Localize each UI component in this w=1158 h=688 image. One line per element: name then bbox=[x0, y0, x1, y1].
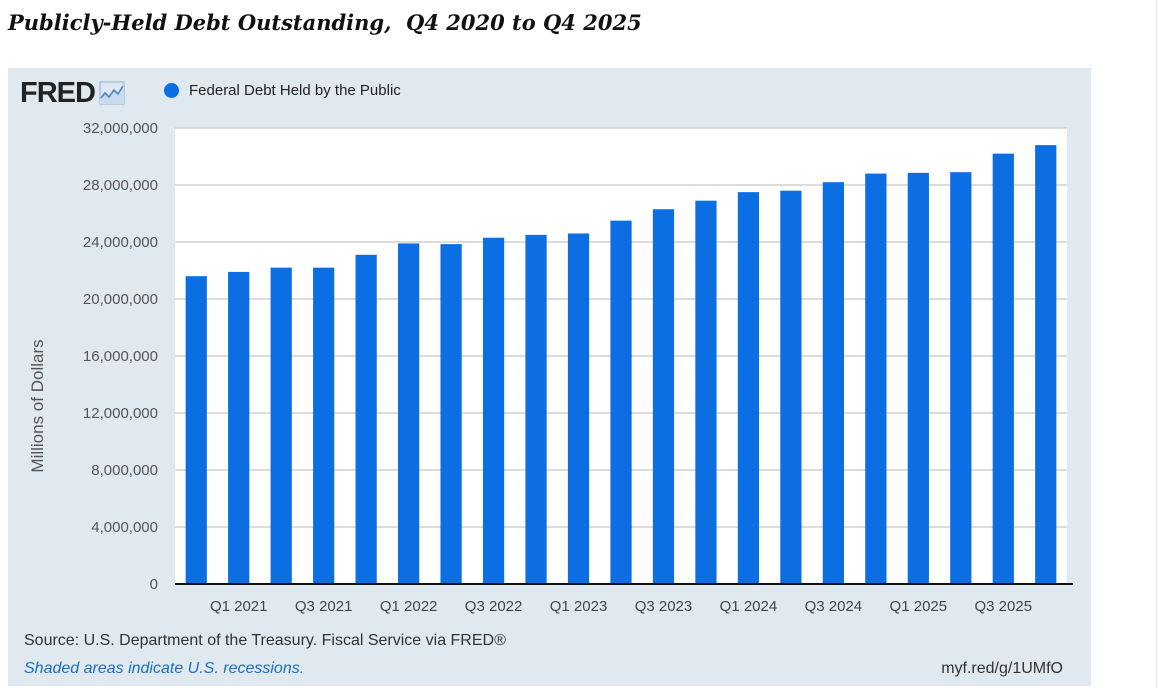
page-divider bbox=[1156, 0, 1157, 688]
short-url-link[interactable]: myf.red/g/1UMfO bbox=[941, 660, 1063, 677]
source-note: Source: U.S. Department of the Treasury.… bbox=[24, 632, 506, 649]
fred-logo-text: FRED bbox=[20, 77, 96, 109]
x-tick-label: Q3 2023 bbox=[635, 598, 693, 615]
x-tick-label: Q1 2023 bbox=[550, 598, 608, 615]
x-tick-label: Q3 2022 bbox=[465, 598, 523, 615]
bar bbox=[865, 173, 887, 584]
bar bbox=[313, 267, 335, 584]
bar bbox=[567, 233, 590, 584]
y-tick-label: 12,000,000 bbox=[83, 405, 158, 422]
bar bbox=[695, 200, 717, 585]
legend-label: Federal Debt Held by the Public bbox=[189, 82, 401, 99]
page-title: Publicly-Held Debt Outstanding, Q4 2020 … bbox=[8, 10, 642, 35]
x-tick-label: Q3 2025 bbox=[975, 598, 1033, 615]
bar bbox=[525, 234, 547, 584]
bar bbox=[482, 237, 505, 584]
bar-chart: 0 4,000,000 8,000,000 12,000,000 16,000,000 2… bbox=[28, 120, 1073, 615]
x-tick-label: Q1 2025 bbox=[890, 598, 948, 615]
line-chart-icon bbox=[99, 81, 125, 105]
x-tick-label: Q3 2024 bbox=[805, 598, 863, 615]
y-axis-label: Millions of Dollars bbox=[28, 339, 47, 472]
chart-legend: Federal Debt Held by the Public bbox=[164, 82, 401, 99]
bar bbox=[1035, 145, 1057, 584]
bar bbox=[228, 271, 250, 584]
x-tick-label: Q3 2021 bbox=[295, 598, 353, 615]
bar bbox=[780, 190, 802, 584]
bar bbox=[907, 172, 929, 584]
bar bbox=[610, 220, 632, 584]
recession-note: Shaded areas indicate U.S. recessions. bbox=[24, 660, 305, 677]
y-tick-label: 16,000,000 bbox=[83, 348, 158, 365]
bar bbox=[185, 276, 207, 584]
y-tick-label: 0 bbox=[150, 576, 158, 593]
bar bbox=[652, 209, 675, 584]
legend-swatch bbox=[164, 83, 179, 98]
bar bbox=[270, 267, 292, 584]
y-tick-label: 8,000,000 bbox=[91, 462, 158, 479]
bar bbox=[398, 243, 420, 585]
bar bbox=[822, 182, 844, 584]
y-tick-label: 32,000,000 bbox=[83, 120, 158, 137]
x-tick-label: Q1 2022 bbox=[380, 598, 438, 615]
bar bbox=[355, 254, 377, 584]
bar bbox=[440, 244, 462, 584]
bar bbox=[737, 192, 760, 584]
y-tick-label: 28,000,000 bbox=[83, 177, 158, 194]
bar bbox=[950, 172, 972, 585]
y-tick-label: 20,000,000 bbox=[83, 291, 158, 308]
chart-panel: 0 4,000,000 8,000,000 12,000,000 16,000,000 2… bbox=[8, 68, 1091, 686]
y-tick-label: 4,000,000 bbox=[91, 519, 158, 536]
x-tick-label: Q1 2021 bbox=[210, 598, 268, 615]
x-tick-label: Q1 2024 bbox=[720, 598, 778, 615]
y-tick-label: 24,000,000 bbox=[83, 234, 158, 251]
fred-logo: FRED bbox=[20, 78, 125, 108]
bar bbox=[992, 153, 1014, 584]
